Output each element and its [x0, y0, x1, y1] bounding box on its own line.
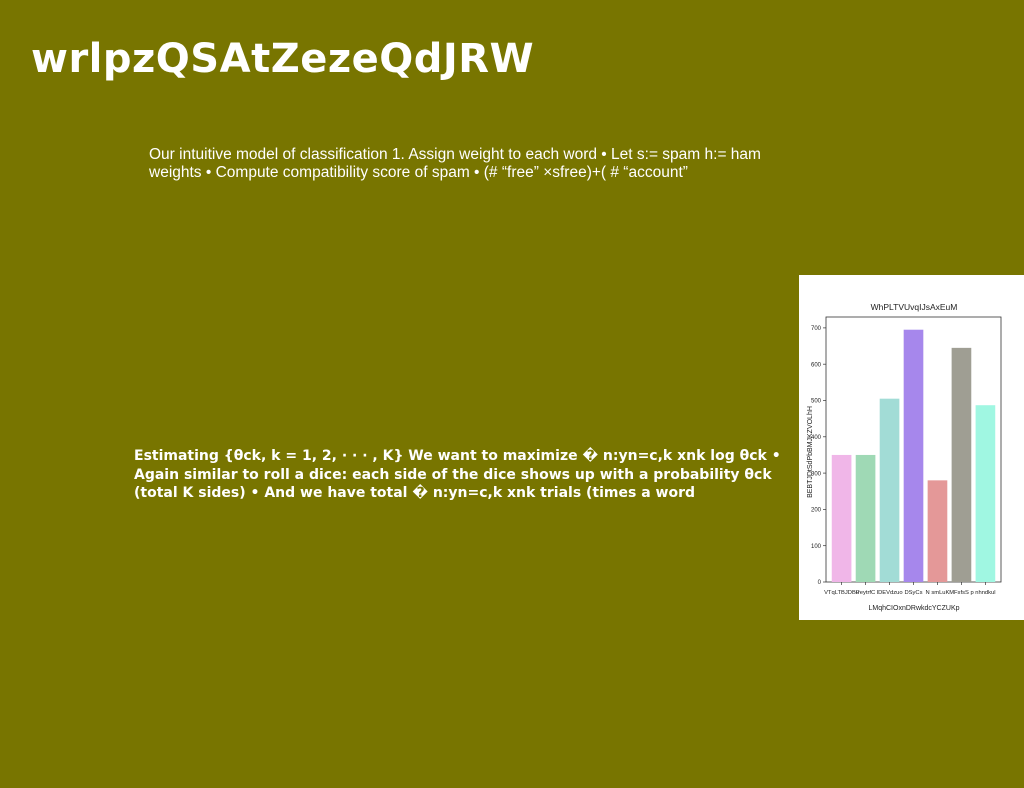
x-tick-label: MFsfsS p	[949, 590, 973, 596]
bar-chart-panel: WhPLTVUvqIJsAxEuM LMqhCIOxnDRwkdcYCZUKp …	[799, 275, 1024, 620]
y-tick-label: 600	[811, 362, 822, 368]
chart-x-axis-label: LMqhCIOxnDRwkdcYCZUKp	[868, 605, 959, 612]
y-tick-label: 400	[811, 435, 822, 441]
estimation-paragraph: Estimating {θck, k = 1, 2, · · · , K} We…	[134, 448, 781, 501]
bar-1	[855, 454, 876, 582]
bar-3	[903, 329, 924, 582]
bar-4	[927, 480, 948, 582]
y-tick-label: 100	[811, 544, 822, 550]
bar-6	[975, 405, 996, 582]
slide-title: wrlpzQSAtZezeQdJRW	[31, 36, 535, 82]
y-tick-label: 200	[811, 508, 822, 514]
y-tick-label: 500	[811, 399, 822, 405]
x-tick-label: IDEVdzuo	[876, 590, 902, 596]
x-tick-label: VTqLTBJDBu	[824, 590, 859, 596]
x-tick-label: PeytrfC	[856, 590, 875, 596]
bar-2	[879, 398, 900, 582]
x-tick-label: DSyCs	[904, 590, 922, 596]
bar-chart: WhPLTVUvqIJsAxEuM LMqhCIOxnDRwkdcYCZUKp …	[807, 302, 1002, 612]
intro-paragraph: Our intuitive model of classification 1.…	[149, 146, 761, 181]
y-tick-label: 0	[818, 580, 822, 586]
bar-5	[951, 347, 972, 582]
chart-y-axis-label: BEBTJDtSdPbBMJKZVOLhH	[807, 406, 814, 498]
y-tick-label: 300	[811, 471, 822, 477]
y-tick-label: 700	[811, 326, 822, 332]
x-tick-label: nhndkul	[975, 590, 995, 596]
chart-title: WhPLTVUvqIJsAxEuM	[871, 302, 958, 312]
x-tick-label: N smLuK	[926, 590, 950, 596]
bar-0	[831, 454, 852, 582]
